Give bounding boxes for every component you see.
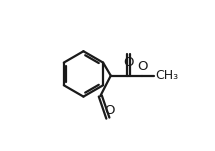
Text: O: O: [123, 56, 134, 69]
Text: O: O: [104, 104, 115, 117]
Text: CH₃: CH₃: [155, 69, 179, 82]
Text: O: O: [137, 60, 148, 73]
